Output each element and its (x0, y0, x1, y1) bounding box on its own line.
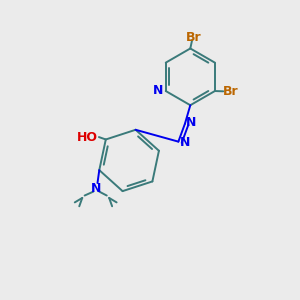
Text: N: N (153, 84, 164, 97)
Text: N: N (180, 136, 190, 149)
Text: Br: Br (223, 85, 238, 98)
Text: N: N (91, 182, 101, 195)
Text: N: N (186, 116, 197, 129)
Text: Br: Br (186, 31, 202, 44)
Text: HO: HO (76, 130, 98, 144)
